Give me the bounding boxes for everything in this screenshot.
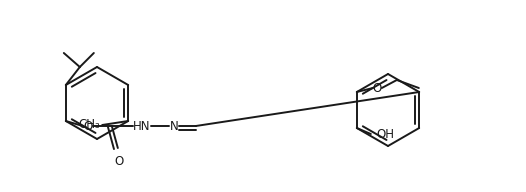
Text: O: O: [114, 155, 124, 168]
Text: HN: HN: [133, 119, 150, 132]
Text: CH₃: CH₃: [78, 118, 100, 132]
Text: O: O: [83, 119, 93, 132]
Text: O: O: [372, 81, 381, 94]
Text: OH: OH: [377, 127, 395, 141]
Text: N: N: [169, 119, 178, 132]
